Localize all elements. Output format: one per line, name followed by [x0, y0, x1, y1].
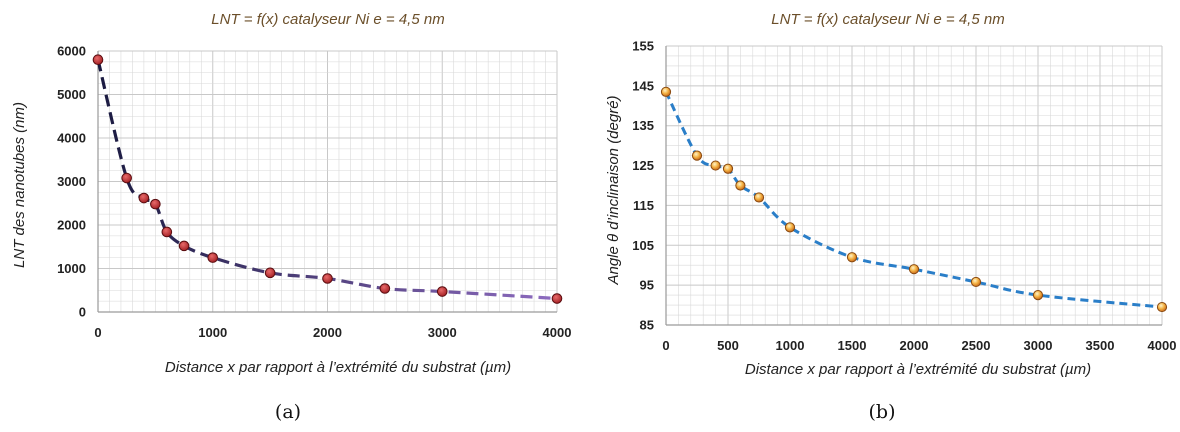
panel-label-a: (a)	[275, 401, 301, 423]
b-x-tick-label: 1500	[838, 338, 867, 353]
chart-a-x-ticks: 0 1000 2000 3000 4000	[94, 325, 571, 340]
b-y-tick-label: 85	[640, 318, 654, 333]
b-data-point	[660, 86, 672, 97]
b-data-point	[753, 192, 765, 203]
a-data-point	[379, 283, 391, 294]
b-x-tick-label: 0	[662, 338, 669, 353]
b-y-tick-label: 135	[632, 118, 654, 133]
a-x-tick-label: 2000	[313, 325, 342, 340]
b-data-point	[970, 276, 982, 288]
chart-b-y-ticks: 85 95 105 115 125 135 145 155	[632, 39, 654, 333]
b-y-tick-label: 95	[640, 278, 654, 293]
panel-label-b: (b)	[869, 401, 896, 423]
b-data-point	[1032, 290, 1044, 301]
b-data-point	[1156, 301, 1168, 313]
b-y-tick-label: 105	[632, 238, 654, 253]
b-x-tick-label: 4000	[1148, 338, 1177, 353]
chart-a-points	[92, 54, 563, 304]
a-data-point	[264, 267, 276, 279]
b-y-tick-label: 145	[632, 78, 654, 93]
b-data-point	[710, 160, 721, 171]
chart-a-title: LNT = f(x) catalyseur Ni e = 4,5 nm	[211, 11, 444, 28]
b-x-tick-label: 3000	[1024, 338, 1053, 353]
b-x-tick-label: 2500	[962, 338, 991, 353]
b-data-point	[846, 252, 858, 263]
chart-a-x-label: Distance x par rapport à l’extrémité du …	[165, 359, 511, 376]
b-y-tick-label: 155	[632, 39, 654, 54]
a-x-tick-label: 3000	[428, 325, 457, 340]
b-x-tick-label: 2000	[900, 338, 929, 353]
chart-b-y-label: Angle θ d’inclinaison (degré)	[605, 95, 622, 285]
a-y-tick-label: 0	[79, 305, 86, 320]
a-data-point	[207, 252, 219, 263]
chart-a-series-line	[96, 59, 558, 301]
chart-b: LNT = f(x) catalyseur Ni e = 4,5 nm 85 95…	[605, 11, 1176, 423]
a-data-point	[436, 286, 448, 297]
a-data-point	[178, 240, 190, 252]
a-y-tick-label: 2000	[57, 218, 86, 233]
chart-a: LNT = f(x) catalyseur Ni e = 4,5 nm 0 100…	[11, 11, 571, 423]
a-y-tick-label: 1000	[57, 261, 86, 276]
a-data-point	[551, 293, 563, 304]
a-x-tick-label: 4000	[543, 325, 572, 340]
chart-b-x-ticks: 0 500 1000 1500 2000 2500 3000 3500 4000	[662, 338, 1176, 353]
chart-b-title: LNT = f(x) catalyseur Ni e = 4,5 nm	[771, 11, 1004, 28]
chart-b-grid	[665, 45, 1163, 326]
b-x-tick-label: 1000	[776, 338, 805, 353]
a-data-point	[92, 54, 104, 66]
b-y-tick-label: 125	[632, 158, 654, 173]
b-data-point	[735, 180, 746, 191]
chart-a-y-ticks: 0 1000 2000 3000 4000 5000 6000	[57, 44, 86, 320]
b-data-point	[722, 163, 734, 174]
a-x-tick-label: 1000	[198, 325, 227, 340]
b-y-tick-label: 115	[633, 198, 654, 213]
a-data-point	[150, 198, 161, 210]
a-data-point	[138, 192, 150, 204]
b-data-point	[908, 264, 920, 275]
chart-b-x-label: Distance x par rapport à l’extrémité du …	[745, 361, 1091, 378]
b-data-point	[784, 222, 796, 233]
b-data-point	[691, 150, 703, 161]
a-y-tick-label: 6000	[57, 44, 86, 59]
chart-b-points	[660, 86, 1168, 313]
a-data-point	[322, 273, 333, 284]
a-x-tick-label: 0	[94, 325, 101, 340]
chart-a-y-label: LNT des nanotubes (nm)	[11, 102, 28, 268]
b-x-tick-label: 500	[717, 338, 739, 353]
a-data-point	[161, 226, 173, 238]
a-data-point	[121, 172, 132, 184]
b-x-tick-label: 3500	[1086, 338, 1115, 353]
a-y-tick-label: 4000	[57, 131, 86, 146]
chart-a-grid	[97, 50, 558, 313]
a-y-tick-label: 3000	[57, 174, 86, 189]
a-y-tick-label: 5000	[57, 87, 86, 102]
